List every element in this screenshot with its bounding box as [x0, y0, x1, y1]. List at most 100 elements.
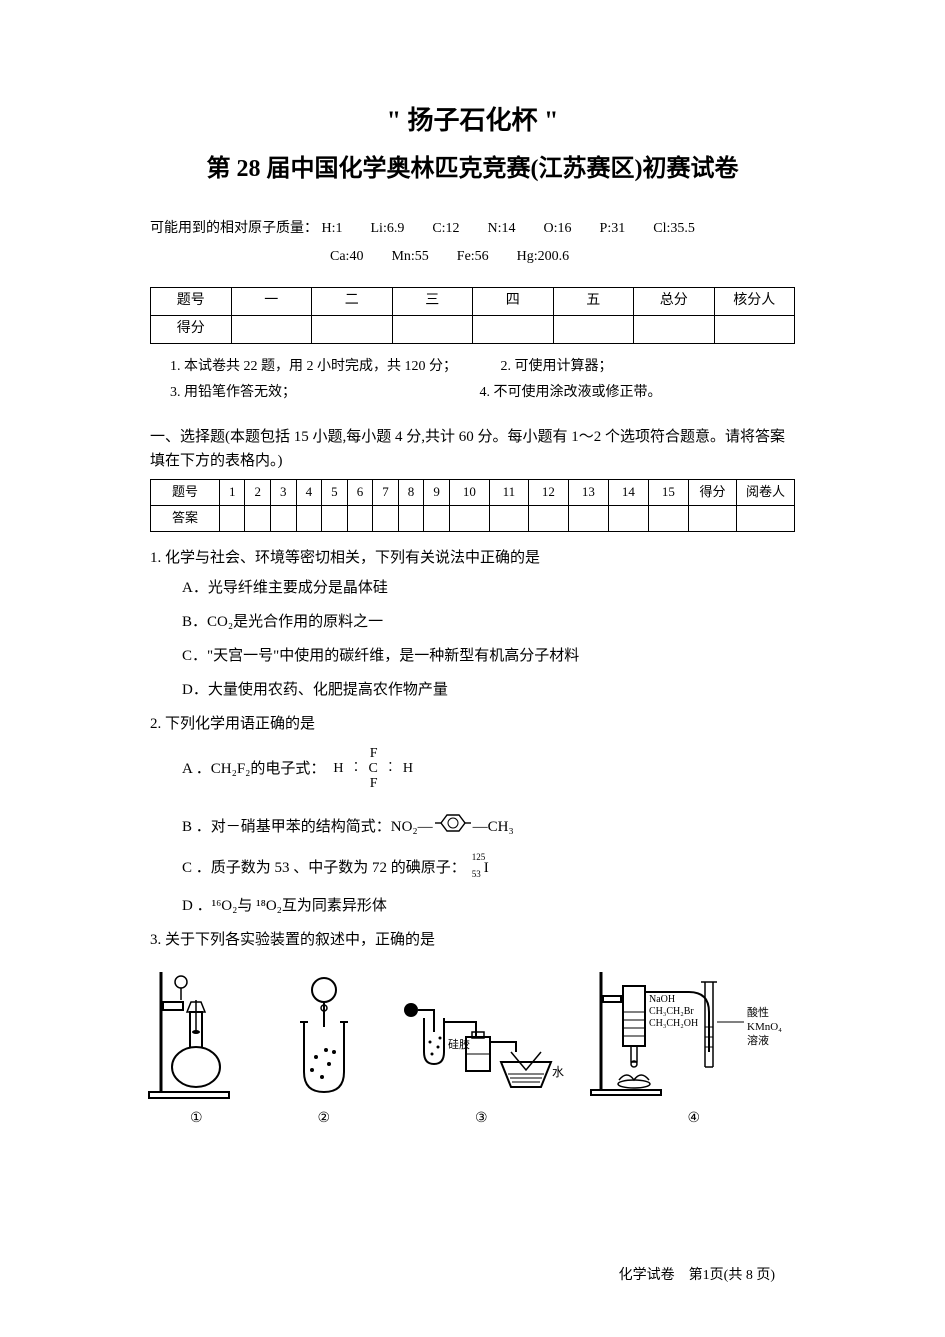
q2-opt-a: A ．CH₂F₂的电子式： F H ︰ C ︰ H F: [150, 746, 795, 792]
q1-opt-b: B．CO₂是光合作用的原料之一: [150, 610, 795, 634]
page-footer: 化学试卷 第1页(共 8 页): [619, 1265, 775, 1287]
q2-c-text: C ．质子数为 53 、中子数为 72 的碘原子：: [182, 856, 466, 880]
d4-acidic: 酸性: [747, 1005, 769, 1019]
ans-cell: [489, 505, 528, 531]
atomic-mass-prefix: 可能用到的相对原子质量：: [150, 221, 318, 236]
q3-stem: 3. 关于下列各实验装置的叙述中，正确的是: [150, 928, 795, 952]
ans-cell: [608, 505, 648, 531]
score-cell: [714, 315, 795, 343]
q1-opt-a: A．光导纤维主要成分是晶体硅: [150, 576, 795, 600]
ans-cell: [322, 505, 348, 531]
score-cell: [312, 315, 393, 343]
score-h5: 五: [553, 287, 634, 315]
score-cell: [634, 315, 715, 343]
apparatus-3-icon: 硅胶 水: [396, 992, 566, 1102]
d4-ch3ch2oh: CH₃CH₂OH: [649, 1018, 698, 1029]
diagram-3: 硅胶 水 ③: [396, 992, 566, 1130]
ans-cell: [219, 505, 245, 531]
ans-cell: [271, 505, 297, 531]
apparatus-2-icon: [274, 972, 374, 1102]
apparatus-4-icon: NaOH CH₃CH₂Br CH₃CH₂OH 酸性 KMnO₄ 溶液: [589, 972, 799, 1102]
score-h6: 总分: [634, 287, 715, 315]
diagram-3-label: ③: [396, 1108, 566, 1130]
d4-naoh: NaOH: [649, 994, 675, 1005]
iso-top: 125: [472, 850, 486, 864]
instructions-row1: 1. 本试卷共 22 题，用 2 小时完成，共 120 分； 2. 可使用计算器…: [150, 356, 795, 378]
diagram-1: ①: [141, 972, 251, 1130]
ef-bot: F: [333, 776, 414, 791]
electron-formula-icon: F H ︰ C ︰ H F: [333, 746, 414, 792]
ans-h8: 8: [398, 479, 424, 505]
score-cell: [231, 315, 312, 343]
ans-h4: 4: [296, 479, 322, 505]
ans-cell: [449, 505, 489, 531]
score-h0: 题号: [151, 287, 232, 315]
d3-label-water: 水: [552, 1065, 564, 1079]
score-h2: 二: [312, 287, 393, 315]
ans-cell: [347, 505, 373, 531]
diagram-2-label: ②: [274, 1108, 374, 1130]
apparatus-1-icon: [141, 972, 251, 1102]
ans-h12: 12: [528, 479, 568, 505]
benzene-ring-icon: [435, 812, 471, 842]
isotope-icon: 125 53 I: [484, 856, 489, 880]
ans-cell: [648, 505, 688, 531]
q2-stem: 2. 下列化学用语正确的是: [150, 712, 795, 736]
score-cell: [553, 315, 634, 343]
score-cell: [392, 315, 473, 343]
q2-b-suffix: —CH₃: [473, 815, 514, 839]
section1-title: 一、选择题(本题包括 15 小题,每小题 4 分,共计 60 分。每小题有 1～…: [150, 425, 795, 473]
ans-h16: 得分: [689, 479, 737, 505]
q2-opt-d: D ．¹⁶O₂与 ¹⁸O₂互为同素异形体: [150, 894, 795, 918]
title-cup: " 扬子石化杯 ": [150, 100, 795, 142]
d4-ch3ch2br: CH₃CH₂Br: [649, 1006, 694, 1017]
score-h1: 一: [231, 287, 312, 315]
score-h7: 核分人: [714, 287, 795, 315]
ans-h3: 3: [271, 479, 297, 505]
ans-row2-label: 答案: [151, 505, 220, 531]
atomic-mass-items-1: H:1 Li:6.9 C:12 N:14 O:16 P:31 Cl:35.5: [322, 221, 695, 236]
instr-3: 3. 用铅笔作答无效；: [170, 385, 296, 400]
instructions-row2: 3. 用铅笔作答无效； 4. 不可使用涂改液或修正带。: [150, 382, 795, 404]
q1-opt-c: C．"天宫一号"中使用的碳纤维，是一种新型有机高分子材料: [150, 644, 795, 668]
diagrams-row: ① ② 硅胶: [130, 972, 810, 1130]
atomic-mass-line1: 可能用到的相对原子质量： H:1 Li:6.9 C:12 N:14 O:16 P…: [150, 218, 795, 240]
iso-bot: 53: [472, 867, 481, 881]
ans-cell: [689, 505, 737, 531]
ans-cell: [528, 505, 568, 531]
ans-cell: [296, 505, 322, 531]
score-cell: [473, 315, 554, 343]
score-row2-label: 得分: [151, 315, 232, 343]
title-main: 第 28 届中国化学奥林匹克竞赛(江苏赛区)初赛试卷: [150, 150, 795, 188]
ef-mid: H ︰ C ︰ H: [333, 761, 414, 776]
score-h4: 四: [473, 287, 554, 315]
diagram-2: ②: [274, 972, 374, 1130]
q2-opt-c: C ．质子数为 53 、中子数为 72 的碘原子： 125 53 I: [150, 856, 795, 880]
ans-h10: 10: [449, 479, 489, 505]
ans-cell: [424, 505, 450, 531]
ef-top: F: [333, 746, 414, 761]
score-table: 题号 一 二 三 四 五 总分 核分人 得分: [150, 287, 795, 344]
answer-table: 题号 1 2 3 4 5 6 7 8 9 10 11 12 13 14 15 得…: [150, 479, 795, 532]
ans-h6: 6: [347, 479, 373, 505]
instr-4: 4. 不可使用涂改液或修正带。: [480, 382, 662, 404]
ans-h9: 9: [424, 479, 450, 505]
q1-opt-d: D．大量使用农药、化肥提高农作物产量: [150, 678, 795, 702]
diagram-1-label: ①: [141, 1108, 251, 1130]
q2-b-prefix: B ．对－硝基甲苯的结构简式：NO₂—: [182, 815, 433, 839]
ans-h7: 7: [373, 479, 399, 505]
ans-cell: [398, 505, 424, 531]
ans-h17: 阅卷人: [737, 479, 795, 505]
ans-h5: 5: [322, 479, 348, 505]
ans-h0: 题号: [151, 479, 220, 505]
atomic-mass-line2: Ca:40 Mn:55 Fe:56 Hg:200.6: [150, 246, 795, 268]
diagram-4-label: ④: [589, 1108, 799, 1130]
ans-h13: 13: [568, 479, 608, 505]
ans-h11: 11: [489, 479, 528, 505]
instr-1: 1. 本试卷共 22 题，用 2 小时完成，共 120 分；: [170, 359, 457, 374]
q2-opt-b: B ．对－硝基甲苯的结构简式：NO₂— —CH₃: [150, 812, 795, 842]
score-h3: 三: [392, 287, 473, 315]
d4-solution: 溶液: [747, 1033, 769, 1047]
q2-a-prefix: A ．CH₂F₂的电子式：: [182, 757, 325, 781]
ans-cell: [737, 505, 795, 531]
